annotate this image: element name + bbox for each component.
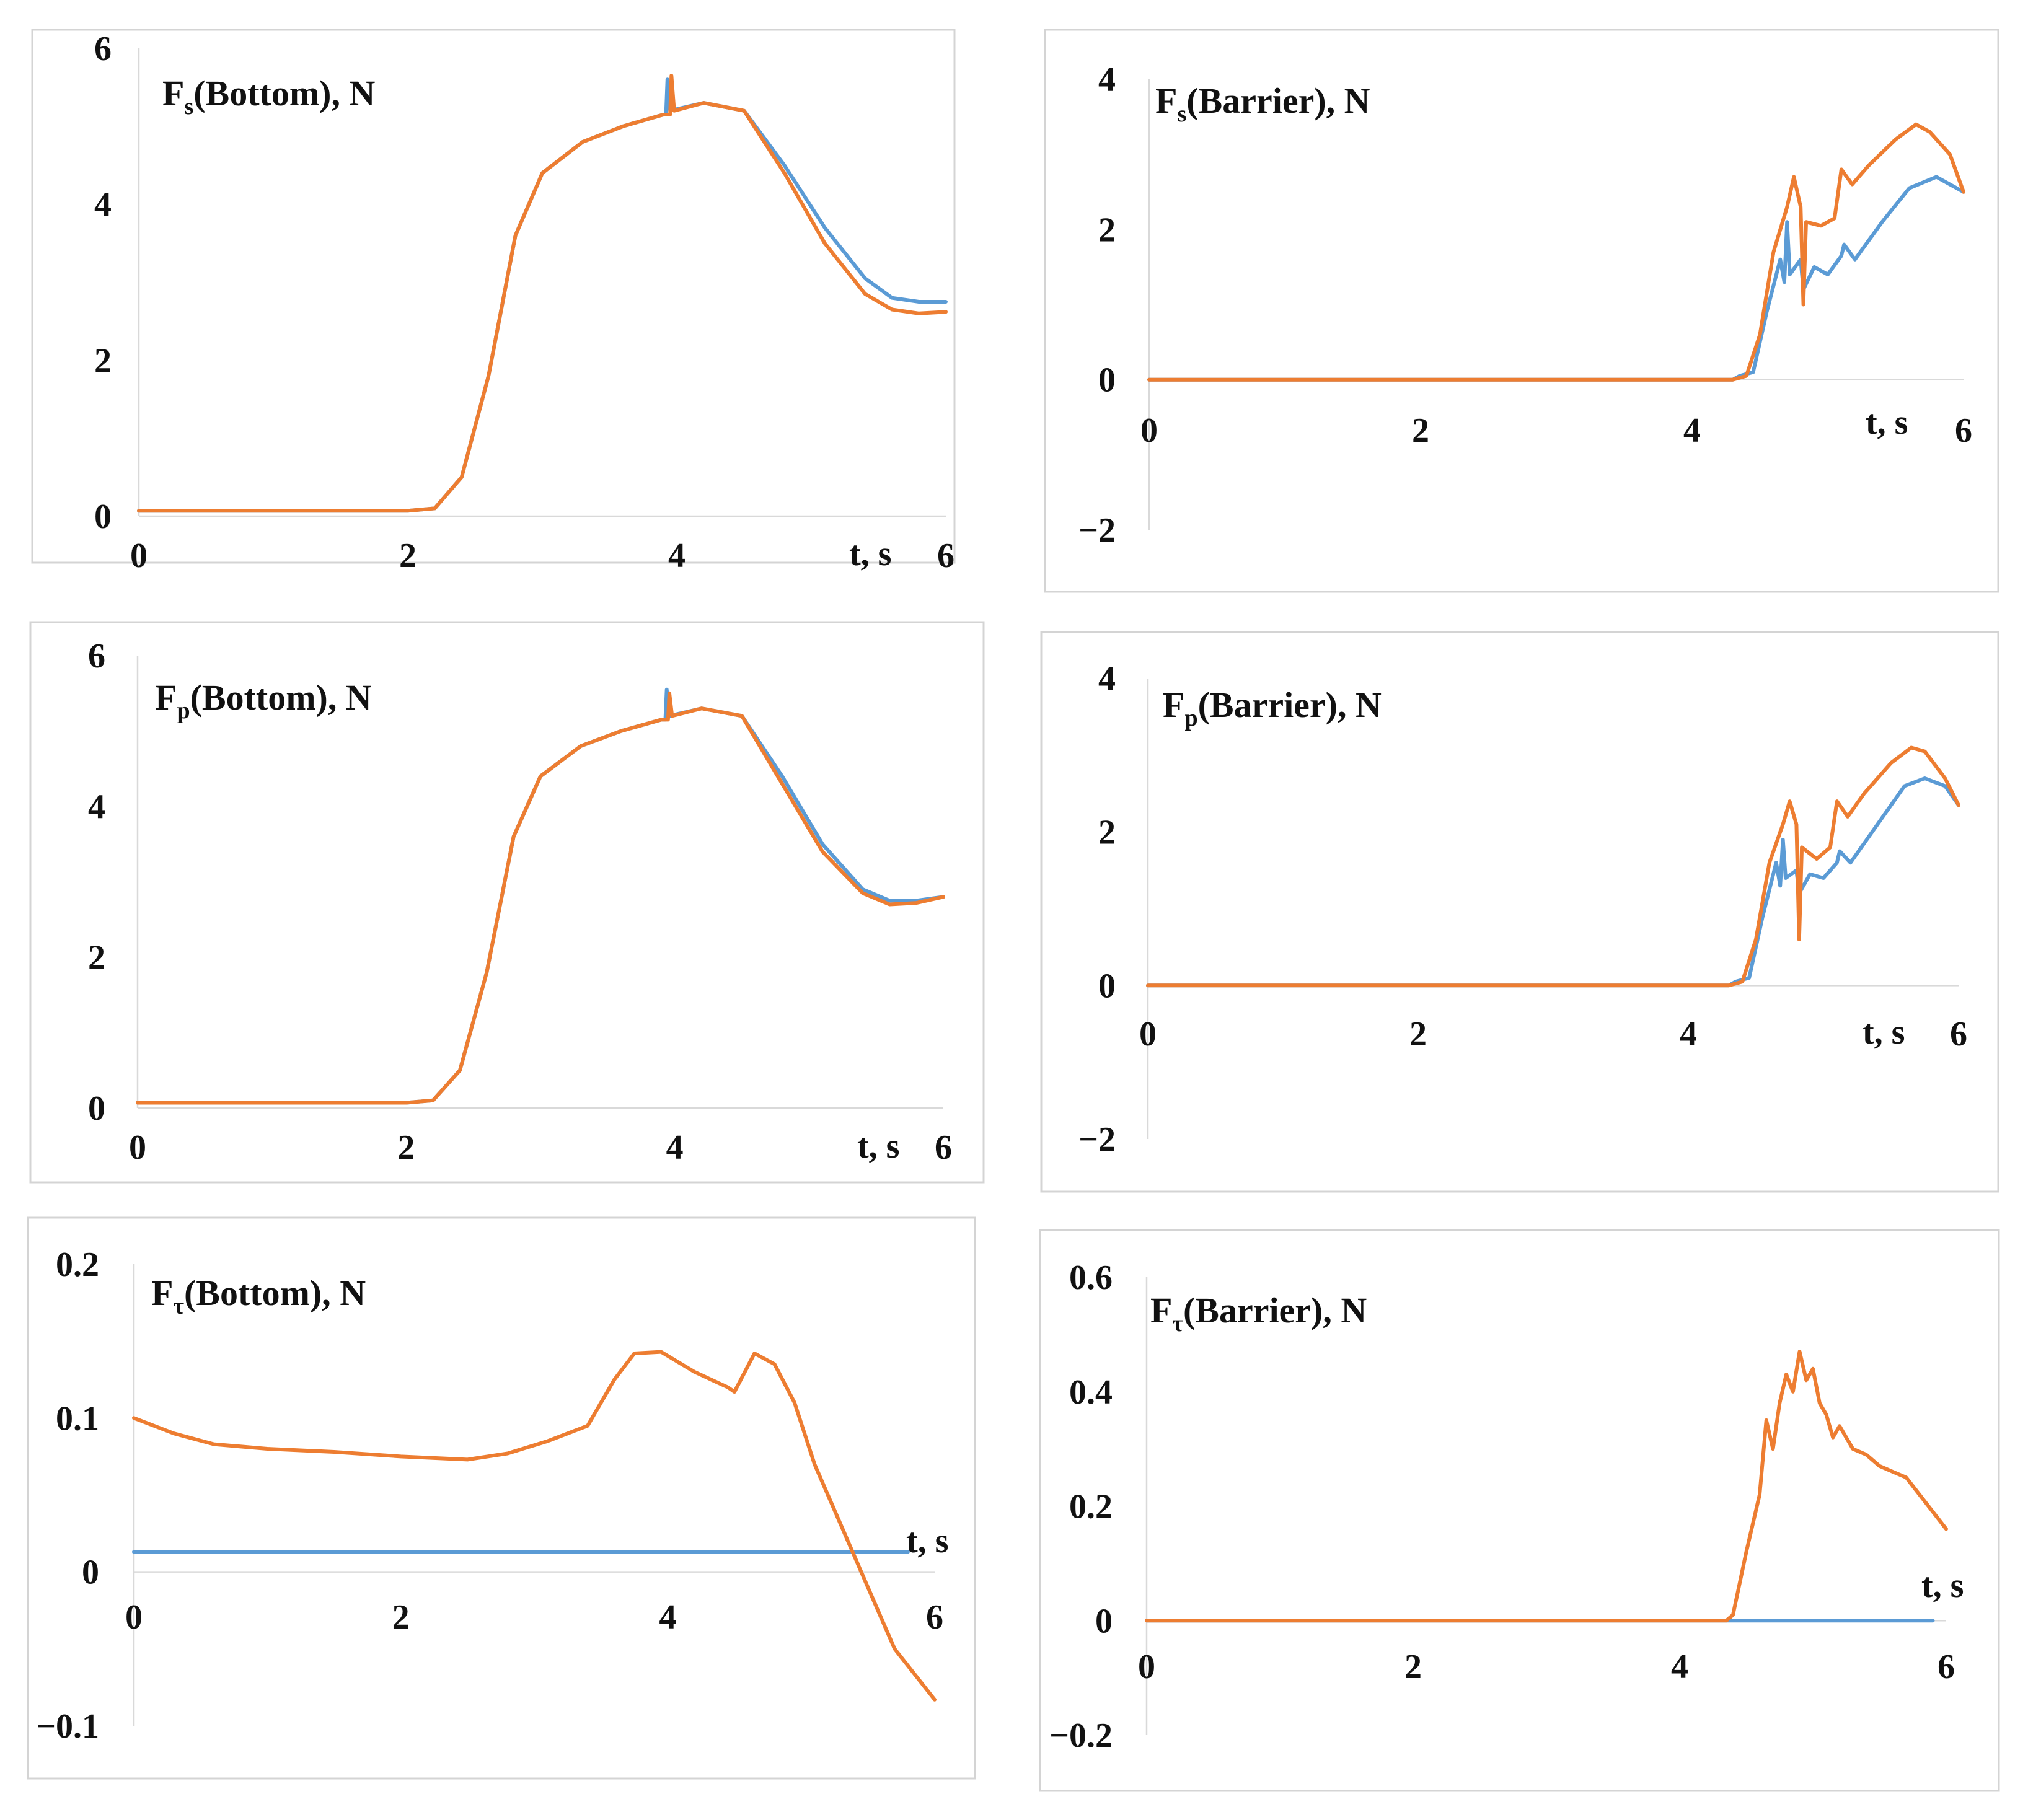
y-tick-label: 0.1 bbox=[56, 1399, 99, 1438]
x-tick-label: 2 bbox=[397, 1128, 415, 1167]
panel-fp-barrier: −2 0 2 4 0 2 4 6 t, s Fp(Barrier), N bbox=[1040, 631, 1999, 1193]
x-tick-label: 4 bbox=[1671, 1648, 1688, 1686]
x-tick-label: 2 bbox=[392, 1598, 410, 1637]
y-tick-label: 0.2 bbox=[56, 1246, 99, 1284]
y-tick-label: 0.2 bbox=[1069, 1488, 1113, 1526]
x-tick-label: 4 bbox=[668, 537, 686, 575]
panel-title: Fs(Bottom), N bbox=[162, 73, 375, 120]
x-tick-label: 4 bbox=[666, 1128, 684, 1167]
y-tick-label: 0 bbox=[1098, 361, 1116, 400]
x-tick-label: 6 bbox=[935, 1128, 952, 1167]
x-tick-label: 6 bbox=[1950, 1015, 1967, 1053]
y-tick-label: −0.2 bbox=[1049, 1717, 1113, 1755]
x-axis-title: t, s bbox=[849, 535, 891, 573]
panel-title: Fp(Barrier), N bbox=[1163, 685, 1382, 731]
panel-frame bbox=[1040, 631, 1999, 1193]
panel-ft-bottom: −0.1 0 0.1 0.2 0 2 4 6 t, s Fτ(Bottom), N bbox=[27, 1216, 976, 1780]
panel-title: Fp(Bottom), N bbox=[155, 677, 372, 724]
series-line-orange bbox=[136, 691, 945, 1105]
x-axis-title: t, s bbox=[1866, 403, 1908, 442]
panel-frame bbox=[29, 621, 985, 1184]
y-tick-label: 4 bbox=[1098, 61, 1116, 99]
x-tick-label: 0 bbox=[1138, 1648, 1155, 1686]
x-axis-title: t, s bbox=[1921, 1567, 1964, 1605]
x-tick-label: 2 bbox=[1412, 411, 1429, 450]
x-tick-label: 6 bbox=[1938, 1648, 1955, 1686]
x-tick-label: 6 bbox=[937, 537, 954, 575]
series-line-orange bbox=[1146, 745, 1960, 988]
x-tick-label: 6 bbox=[1955, 411, 1972, 450]
series-line-orange bbox=[137, 74, 948, 513]
x-tick-label: 0 bbox=[1140, 411, 1158, 450]
y-tick-label: −2 bbox=[1078, 1120, 1116, 1159]
x-tick-label: 0 bbox=[125, 1598, 143, 1637]
y-tick-label: 4 bbox=[94, 186, 112, 224]
panel-ft-barrier: −0.2 0 0.2 0.4 0.6 0 2 4 6 t, s Fτ(Barrier), N bbox=[1039, 1229, 2000, 1792]
y-tick-label: 0 bbox=[82, 1554, 99, 1592]
panel-frame bbox=[31, 29, 956, 564]
x-tick-label: 0 bbox=[129, 1128, 146, 1167]
panel-fs-bottom: 0 2 4 6 0 2 4 6 t, s Fs(Bottom), N bbox=[31, 29, 956, 575]
series-line-orange bbox=[1147, 122, 1965, 382]
y-tick-label: 0 bbox=[88, 1089, 105, 1128]
y-tick-label: −0.1 bbox=[36, 1707, 99, 1746]
x-tick-label: 0 bbox=[1139, 1015, 1157, 1053]
panel-frame bbox=[1039, 1229, 2000, 1792]
y-tick-label: 2 bbox=[88, 939, 105, 977]
panel-frame bbox=[27, 1216, 976, 1780]
y-tick-label: 4 bbox=[1098, 660, 1116, 698]
y-tick-label: 2 bbox=[1098, 814, 1116, 852]
y-tick-label: 6 bbox=[88, 637, 105, 675]
y-tick-label: 0 bbox=[94, 498, 112, 536]
y-tick-label: 6 bbox=[94, 30, 112, 68]
y-tick-label: 0.6 bbox=[1069, 1259, 1113, 1297]
series-line-orange bbox=[132, 1350, 937, 1702]
y-tick-label: −2 bbox=[1078, 511, 1116, 550]
panel-title: Fτ(Barrier), N bbox=[1150, 1290, 1367, 1337]
y-tick-label: 0.4 bbox=[1069, 1373, 1113, 1412]
series-line-orange bbox=[1145, 1350, 1948, 1623]
x-tick-label: 2 bbox=[399, 537, 417, 575]
panel-fs-barrier: −2 0 2 4 0 2 4 6 t, s Fs(Barrier), N bbox=[1044, 29, 1999, 593]
panel-frame bbox=[1044, 29, 1999, 593]
y-tick-label: 2 bbox=[94, 341, 112, 380]
y-tick-label: 0 bbox=[1098, 967, 1116, 1005]
y-tick-label: 0 bbox=[1095, 1602, 1113, 1640]
x-tick-label: 4 bbox=[1680, 1015, 1697, 1053]
y-tick-label: 2 bbox=[1098, 211, 1116, 249]
x-tick-label: 2 bbox=[1404, 1648, 1422, 1686]
x-axis-title: t, s bbox=[1863, 1013, 1905, 1052]
x-tick-label: 6 bbox=[926, 1598, 943, 1637]
panel-title: Fτ(Bottom), N bbox=[151, 1273, 366, 1319]
panel-fp-bottom: 0 2 4 6 0 2 4 6 t, s Fp(Bottom), N bbox=[29, 621, 985, 1184]
x-tick-label: 2 bbox=[1409, 1015, 1427, 1053]
x-tick-label: 4 bbox=[1683, 411, 1701, 450]
x-tick-label: 4 bbox=[659, 1598, 676, 1637]
x-axis-title: t, s bbox=[906, 1522, 948, 1560]
panel-title: Fs(Barrier), N bbox=[1155, 81, 1370, 127]
y-tick-label: 4 bbox=[88, 788, 105, 826]
x-tick-label: 0 bbox=[130, 537, 148, 575]
x-axis-title: t, s bbox=[857, 1127, 899, 1166]
